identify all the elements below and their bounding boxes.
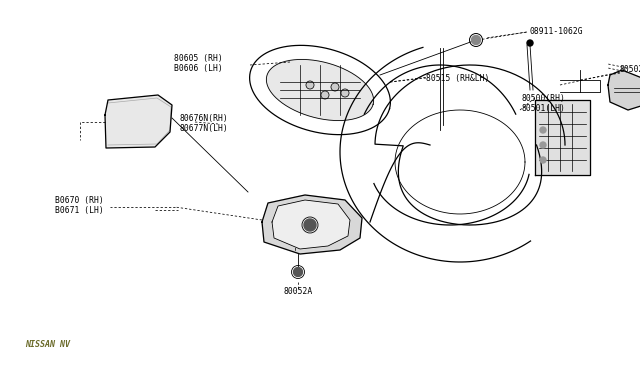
Text: 08911-1062G: 08911-1062G	[530, 28, 584, 36]
Text: 80676N(RH): 80676N(RH)	[180, 113, 228, 122]
Circle shape	[304, 219, 316, 231]
Polygon shape	[262, 195, 362, 254]
Text: 80677N(LH): 80677N(LH)	[180, 124, 228, 132]
Circle shape	[540, 142, 546, 148]
Circle shape	[321, 91, 329, 99]
Circle shape	[540, 127, 546, 133]
Circle shape	[472, 35, 481, 45]
Circle shape	[341, 89, 349, 97]
Circle shape	[306, 81, 314, 89]
Text: NISSAN NV: NISSAN NV	[26, 340, 70, 349]
Text: B0670 (RH): B0670 (RH)	[55, 196, 104, 205]
Polygon shape	[266, 60, 374, 121]
Polygon shape	[608, 70, 640, 110]
Text: 80500(RH): 80500(RH)	[522, 93, 566, 103]
Polygon shape	[535, 100, 590, 175]
Text: 80515 (RH&LH): 80515 (RH&LH)	[426, 74, 490, 83]
Text: 80052A: 80052A	[284, 288, 312, 296]
Circle shape	[294, 267, 303, 276]
Text: 80605 (RH): 80605 (RH)	[174, 54, 223, 62]
Text: B0606 (LH): B0606 (LH)	[174, 64, 223, 73]
Polygon shape	[105, 95, 172, 148]
Circle shape	[331, 83, 339, 91]
Text: 80501(LH): 80501(LH)	[522, 103, 566, 112]
Circle shape	[540, 157, 546, 163]
Polygon shape	[272, 200, 350, 249]
Circle shape	[527, 40, 533, 46]
Text: 80502A: 80502A	[620, 65, 640, 74]
Text: B0671 (LH): B0671 (LH)	[55, 205, 104, 215]
